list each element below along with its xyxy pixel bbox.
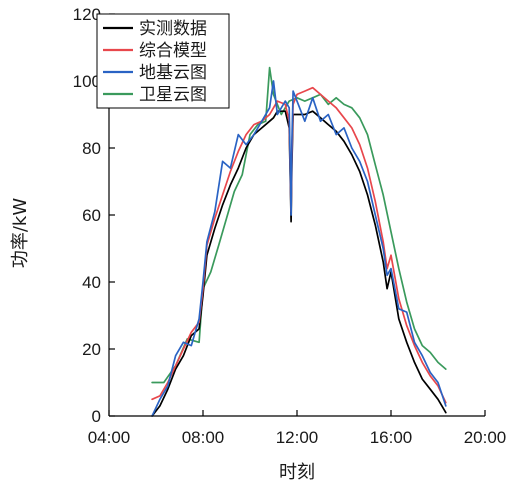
y-tick-label: 80 [82, 139, 101, 158]
legend-label: 卫星云图 [139, 85, 207, 105]
x-tick-label: 12:00 [276, 428, 319, 447]
legend-label: 地基云图 [139, 63, 207, 83]
y-tick-label: 20 [82, 340, 101, 359]
y-tick-label: 120 [73, 5, 101, 24]
x-axis-title: 时刻 [279, 462, 315, 483]
x-tick-label: 20:00 [464, 428, 507, 447]
legend-label: 实测数据 [139, 19, 207, 39]
series-line-4 [151, 66, 447, 384]
y-tick-label: 100 [73, 72, 101, 91]
x-tick-label: 16:00 [370, 428, 413, 447]
y-tick-label: 40 [82, 273, 101, 292]
series-line-3 [151, 80, 447, 417]
legend-box [96, 13, 230, 109]
legend-label: 综合模型 [139, 41, 207, 61]
x-tick-label: 08:00 [182, 428, 225, 447]
x-tick-label: 04:00 [88, 428, 131, 447]
series-layer [151, 66, 447, 417]
ticks-layer: 0 20 40 60 80 100 120 04:00 08:00 12:00 16:00 20:00 [73, 5, 507, 447]
series-line-1 [151, 110, 447, 417]
series-line-2 [151, 86, 447, 404]
y-axis-title: 功率/kW [10, 198, 31, 268]
y-tick-label: 0 [92, 407, 101, 426]
y-tick-label: 60 [82, 206, 101, 225]
